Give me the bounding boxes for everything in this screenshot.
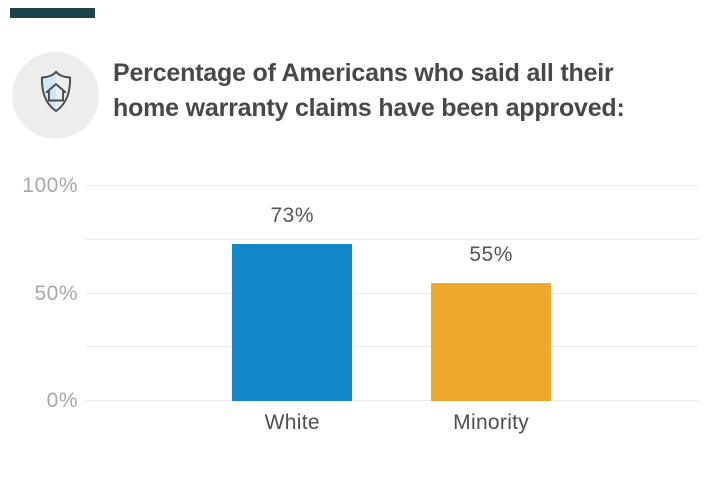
gridline-25 — [86, 346, 698, 348]
value-label-white: 73% — [270, 204, 314, 228]
y-axis-tick-label: 0% — [46, 389, 78, 412]
chart-title: Percentage of Americans who said all the… — [113, 56, 678, 126]
category-label-minority: Minority — [453, 411, 530, 434]
y-axis-tick-label: 50% — [34, 281, 78, 305]
bar-minority — [431, 282, 552, 401]
bar-white — [232, 244, 353, 401]
gridline-0 — [86, 400, 698, 401]
gridline-100 — [86, 185, 698, 186]
shield-home-icon — [33, 67, 79, 124]
bar-group-minority: 55% Minority — [431, 186, 552, 434]
value-label-minority: 55% — [469, 242, 513, 266]
icon-circle — [12, 52, 99, 139]
category-label-white: White — [264, 411, 320, 434]
gridline-75 — [86, 238, 698, 240]
chart-title-line1: Percentage of Americans who said all the… — [113, 59, 614, 87]
top-accent-bar — [10, 8, 95, 18]
gridline-50 — [86, 292, 698, 294]
y-axis-tick-label: 100% — [22, 174, 78, 197]
bar-chart-plot-area: 100% 50% 0% 73% White 55% Minority — [22, 174, 698, 434]
bar-group-white: 73% White — [232, 186, 353, 434]
chart-title-line2: home warranty claims have been approved: — [113, 94, 625, 122]
